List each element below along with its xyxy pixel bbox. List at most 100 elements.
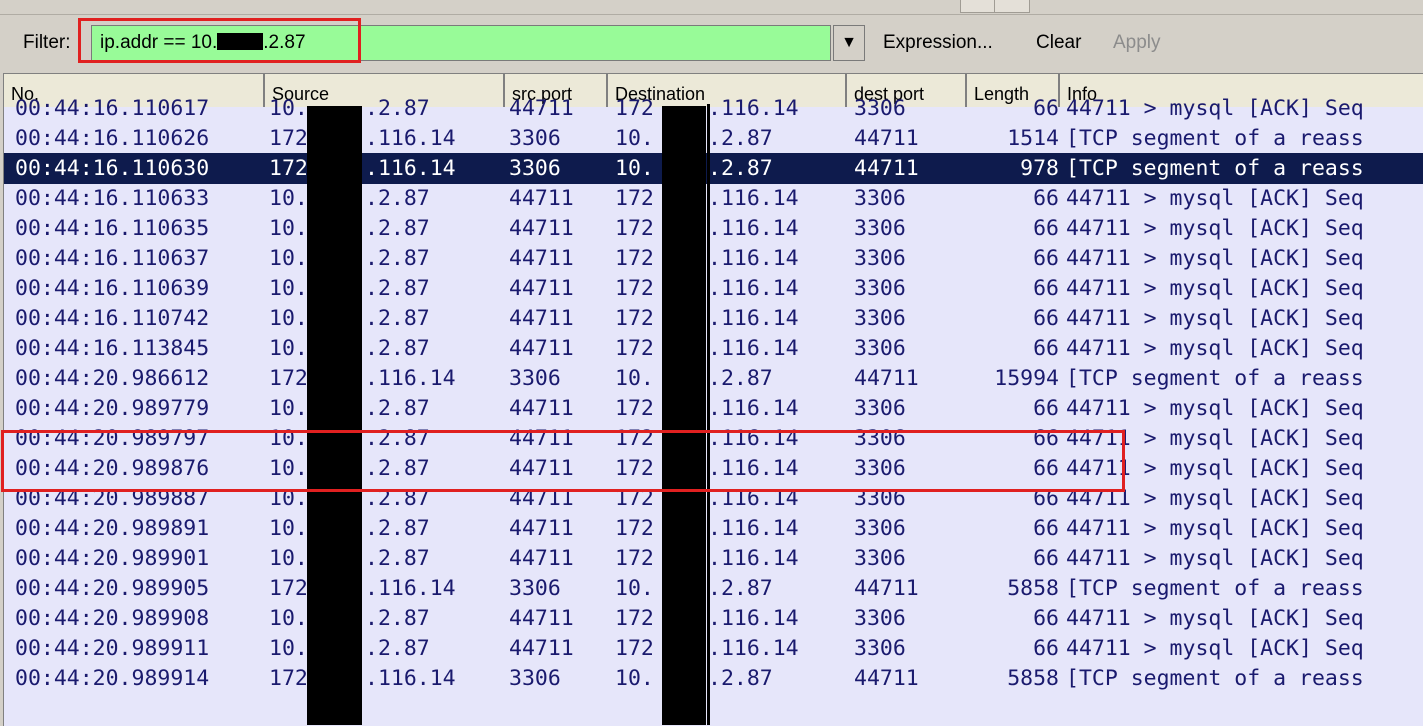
packet-destination-suffix: .2.87	[708, 666, 773, 691]
column-header-src-port[interactable]: src port	[505, 74, 608, 107]
packet-destination: 10.	[615, 576, 654, 601]
packet-info: 44711 > mysql [ACK] Seq	[1066, 456, 1364, 481]
packet-destination: 172	[615, 426, 654, 451]
packet-source-suffix: .2.87	[365, 216, 430, 241]
packet-src-port: 44711	[509, 216, 574, 241]
column-header-no[interactable]: No.	[4, 74, 265, 107]
packet-time: 00:44:16.110617	[15, 96, 210, 121]
packet-time: 00:44:16.110639	[15, 276, 210, 301]
packet-destination: 172	[615, 336, 654, 361]
packet-length: 1514	[1007, 126, 1059, 151]
packet-source: 172	[269, 126, 308, 151]
packet-source: 10.	[269, 216, 308, 241]
packet-destination: 172	[615, 396, 654, 421]
packet-source: 172	[269, 156, 308, 181]
apply-button[interactable]: Apply	[1113, 32, 1161, 53]
packet-src-port: 3306	[509, 366, 561, 391]
packet-source-suffix: .116.14	[365, 156, 456, 181]
clear-button[interactable]: Clear	[1036, 32, 1082, 53]
packet-source: 10.	[269, 396, 308, 421]
packet-destination: 172	[615, 516, 654, 541]
filter-label: Filter:	[23, 32, 71, 53]
packet-time: 00:44:20.989779	[15, 396, 210, 421]
column-header-dest-port[interactable]: dest port	[847, 74, 967, 107]
packet-destination: 172	[615, 486, 654, 511]
packet-dest-port: 3306	[854, 396, 906, 421]
packet-source: 172	[269, 576, 308, 601]
packet-row[interactable]: 00:44:20.989911 .2.87 10. 44711 .116.14 172 33…	[4, 633, 1423, 664]
packet-row[interactable]: 00:44:16.110633 .2.87 10. 44711 .116.14 172 33…	[4, 183, 1423, 214]
packet-length: 66	[1033, 306, 1059, 331]
packet-list: No. Source src port Destination dest por…	[3, 73, 1423, 726]
packet-row[interactable]: 00:44:16.110742 .2.87 10. 44711 .116.14 172 33…	[4, 303, 1423, 334]
packet-row[interactable]: 00:44:20.989914 .116.14 172 3306 .2.87 10. 447…	[4, 663, 1423, 694]
packet-time: 00:44:16.110635	[15, 216, 210, 241]
packet-info: 44711 > mysql [ACK] Seq	[1066, 606, 1364, 631]
packet-info: [TCP segment of a reass	[1066, 666, 1364, 691]
packet-dest-port: 44711	[854, 666, 919, 691]
redaction-box	[662, 106, 706, 725]
packet-destination-suffix: .2.87	[708, 576, 773, 601]
packet-row[interactable]: 00:44:20.989797 .2.87 10. 44711 .116.14 172 33…	[4, 423, 1423, 454]
filter-input[interactable]: ip.addr == 10. .2.87	[91, 25, 831, 61]
packet-src-port: 44711	[509, 96, 574, 121]
packet-destination: 172	[615, 636, 654, 661]
expression-button[interactable]: Expression...	[883, 32, 993, 53]
packet-length: 66	[1033, 396, 1059, 421]
column-header-destination[interactable]: Destination	[608, 74, 847, 107]
packet-row[interactable]: 00:44:20.989901 .2.87 10. 44711 .116.14 172 33…	[4, 543, 1423, 574]
packet-source-suffix: .2.87	[365, 306, 430, 331]
packet-length: 5858	[1007, 666, 1059, 691]
packet-row[interactable]: 00:44:20.989876 .2.87 10. 44711 .116.14 172 33…	[4, 453, 1423, 484]
packet-row[interactable]: 00:44:16.110617 .2.87 10. 44711 .116.14 172 33…	[4, 93, 1423, 124]
packet-source: 10.	[269, 306, 308, 331]
packet-destination-suffix: .116.14	[708, 246, 799, 271]
column-header-info[interactable]: Info	[1067, 84, 1098, 104]
packet-row[interactable]: 00:44:20.989891 .2.87 10. 44711 .116.14 172 33…	[4, 513, 1423, 544]
packet-row[interactable]: 00:44:16.110626 .116.14 172 3306 .2.87 10. 447…	[4, 123, 1423, 154]
packet-dest-port: 3306	[854, 486, 906, 511]
packet-row[interactable]: 00:44:16.110639 .2.87 10. 44711 .116.14 172 33…	[4, 273, 1423, 304]
packet-row[interactable]: 00:44:16.110630 .116.14 172 3306 .2.87 10. 447…	[4, 153, 1423, 184]
packet-src-port: 44711	[509, 426, 574, 451]
packet-info: 44711 > mysql [ACK] Seq	[1066, 276, 1364, 301]
column-header-source[interactable]: Source	[265, 74, 505, 107]
packet-time: 00:44:20.986612	[15, 366, 210, 391]
packet-info: 44711 > mysql [ACK] Seq	[1066, 516, 1364, 541]
packet-src-port: 44711	[509, 246, 574, 271]
redaction-box	[217, 33, 264, 50]
packet-destination: 172	[615, 456, 654, 481]
packet-row[interactable]: 00:44:20.989908 .2.87 10. 44711 .116.14 172 33…	[4, 603, 1423, 634]
packet-row[interactable]: 00:44:20.986612 .116.14 172 3306 .2.87 10. 447…	[4, 363, 1423, 394]
packet-row[interactable]: 00:44:20.989905 .116.14 172 3306 .2.87 10. 447…	[4, 573, 1423, 604]
packet-info: [TCP segment of a reass	[1066, 366, 1364, 391]
packet-destination-suffix: .2.87	[708, 366, 773, 391]
toolbar-tab[interactable]	[960, 0, 996, 13]
packet-row[interactable]: 00:44:20.989779 .2.87 10. 44711 .116.14 172 33…	[4, 393, 1423, 424]
packet-row[interactable]: 00:44:20.989887 .2.87 10. 44711 .116.14 172 33…	[4, 483, 1423, 514]
packet-source: 172	[269, 366, 308, 391]
packet-source-suffix: .116.14	[365, 366, 456, 391]
packet-src-port: 44711	[509, 516, 574, 541]
packet-destination-suffix: .116.14	[708, 216, 799, 241]
packet-dest-port: 3306	[854, 336, 906, 361]
filter-value-suffix: .2.87	[263, 32, 306, 53]
packet-info: [TCP segment of a reass	[1066, 576, 1364, 601]
packet-source-suffix: .116.14	[365, 126, 456, 151]
packet-row[interactable]: 00:44:16.110637 .2.87 10. 44711 .116.14 172 33…	[4, 243, 1423, 274]
packet-info: 44711 > mysql [ACK] Seq	[1066, 96, 1364, 121]
packet-src-port: 44711	[509, 336, 574, 361]
packet-source-suffix: .2.87	[365, 276, 430, 301]
packet-source: 10.	[269, 516, 308, 541]
packet-row[interactable]: 00:44:16.113845 .2.87 10. 44711 .116.14 172 33…	[4, 333, 1423, 364]
packet-info: [TCP segment of a reass	[1066, 126, 1364, 151]
filter-dropdown-button[interactable]: ▼	[833, 25, 865, 61]
packet-info: [TCP segment of a reass	[1066, 156, 1364, 181]
packet-row[interactable]: 00:44:16.110635 .2.87 10. 44711 .116.14 172 33…	[4, 213, 1423, 244]
packet-source: 172	[269, 666, 308, 691]
toolbar-tab[interactable]	[994, 0, 1030, 13]
packet-source-suffix: .2.87	[365, 486, 430, 511]
packet-time: 00:44:20.989891	[15, 516, 210, 541]
packet-destination-suffix: .116.14	[708, 396, 799, 421]
column-header-length[interactable]: Length	[967, 74, 1060, 107]
